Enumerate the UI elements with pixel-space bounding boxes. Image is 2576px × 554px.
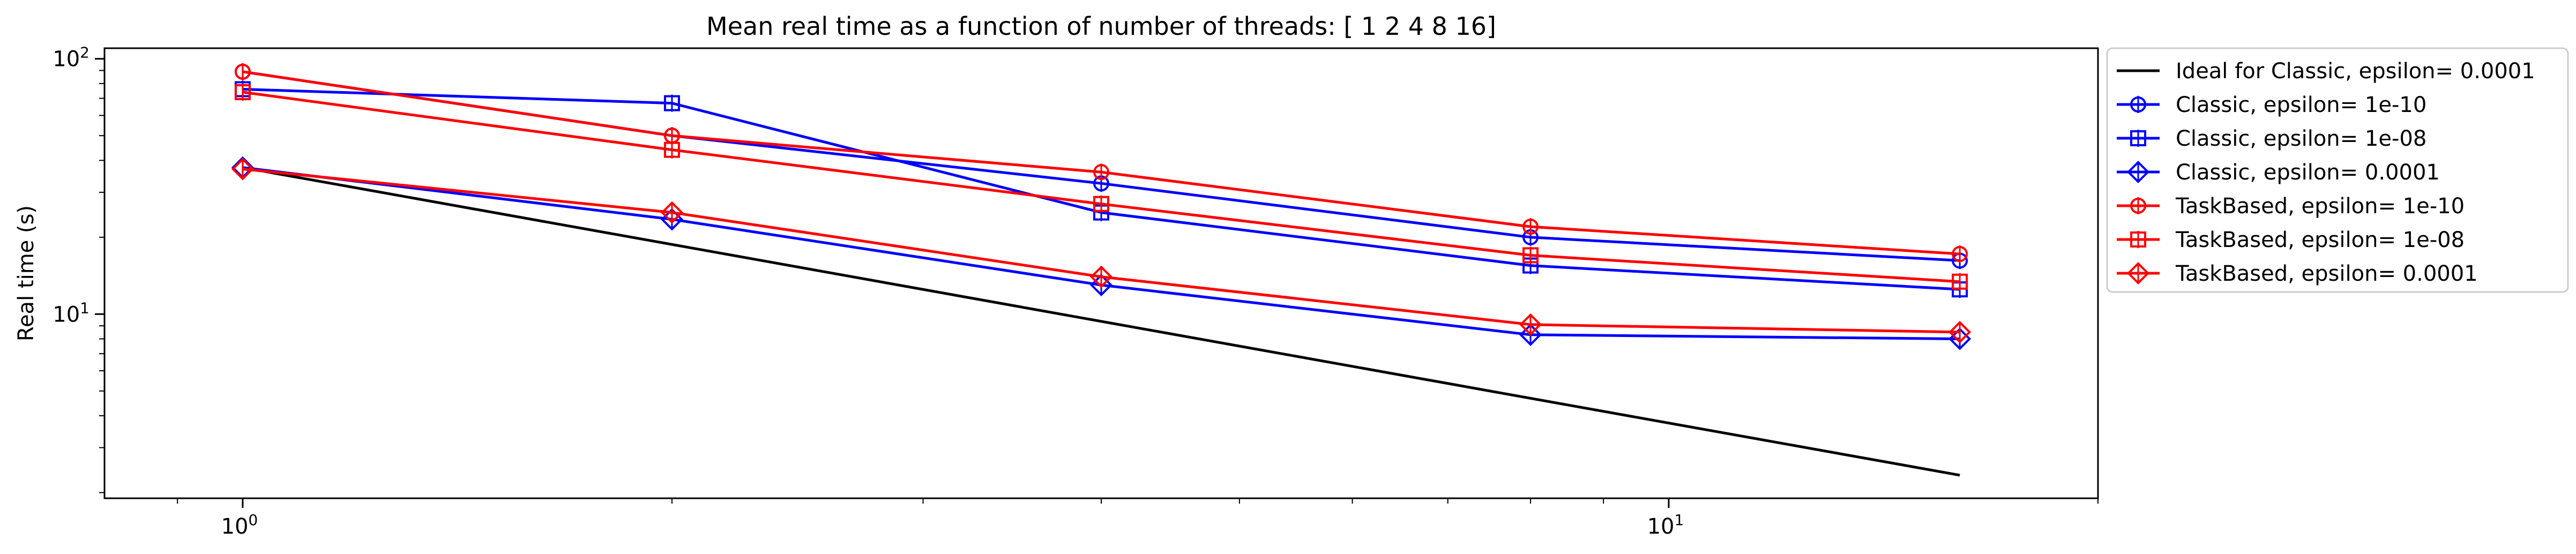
data-point-2-1 (663, 95, 680, 111)
x-tick-label-1-exponent: 1 (1674, 511, 1684, 529)
data-point-4-2 (1093, 164, 1109, 181)
y-tick-label-0-exponent: 1 (80, 299, 89, 317)
data-point-5-2 (1093, 196, 1109, 212)
data-point-6-4 (1948, 320, 1972, 343)
data-point-6-0 (231, 158, 254, 181)
y-tick-label-1-exponent: 2 (80, 44, 89, 62)
data-point-6-2 (1089, 265, 1113, 288)
series-line-6 (242, 168, 1960, 334)
legend-frame (2106, 47, 2569, 293)
y-tick-label-1: 102 (53, 44, 89, 72)
data-point-4-0 (234, 63, 251, 80)
data-point-5-3 (1522, 247, 1539, 264)
legend-marker-6 (2126, 261, 2150, 285)
y-tick-label-0: 101 (53, 299, 89, 327)
legend-label-0: Ideal for Classic, epsilon= 0.0001 (2176, 59, 2535, 84)
legend-label-5: TaskBased, epsilon= 1e-08 (2175, 228, 2465, 252)
data-point-4-3 (1522, 219, 1539, 235)
chart-title: Mean real time as a function of number o… (706, 12, 1496, 41)
data-point-4-4 (1952, 246, 1968, 263)
data-point-6-3 (1519, 313, 1542, 336)
legend-marker-1 (2130, 96, 2146, 113)
data-point-5-1 (663, 141, 680, 158)
series-line-3 (242, 166, 1960, 340)
data-point-5-0 (234, 84, 251, 101)
legend-label-2: Classic, epsilon= 1e-08 (2176, 126, 2426, 151)
legend-marker-5 (2130, 231, 2146, 248)
x-tick-label-0-exponent: 0 (248, 511, 258, 529)
data-point-5-4 (1952, 273, 1968, 290)
legend-label-6: TaskBased, epsilon= 0.0001 (2175, 261, 2478, 286)
legend-label-4: TaskBased, epsilon= 1e-10 (2175, 194, 2465, 219)
legend: Ideal for Classic, epsilon= 0.0001 Classi… (2106, 47, 2569, 293)
legend-label-3: Classic, epsilon= 0.0001 (2176, 160, 2440, 185)
series-line-0 (242, 166, 1960, 477)
data-point-3-2 (1089, 273, 1113, 297)
x-tick-label-0: 100 (221, 511, 258, 539)
series-line-4 (242, 70, 1960, 256)
x-tick-label-1: 101 (1647, 511, 1684, 539)
legend-marker-4 (2130, 198, 2146, 214)
plot-area (231, 63, 1972, 477)
data-point-3-3 (1519, 323, 1542, 346)
legend-label-1: Classic, epsilon= 1e-10 (2176, 93, 2426, 117)
y-axis-label: Real time (s) (14, 205, 39, 341)
data-point-6-1 (660, 201, 683, 224)
legend-marker-3 (2126, 160, 2150, 184)
legend-marker-2 (2130, 130, 2146, 146)
